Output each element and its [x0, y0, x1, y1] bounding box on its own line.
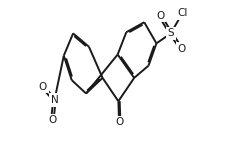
Text: O: O	[115, 117, 123, 127]
Text: N: N	[51, 95, 58, 105]
Text: S: S	[167, 28, 174, 38]
Text: O: O	[177, 44, 186, 54]
Text: Cl: Cl	[177, 8, 188, 18]
Text: O: O	[48, 115, 56, 125]
Text: O: O	[39, 82, 47, 92]
Text: O: O	[156, 11, 164, 21]
